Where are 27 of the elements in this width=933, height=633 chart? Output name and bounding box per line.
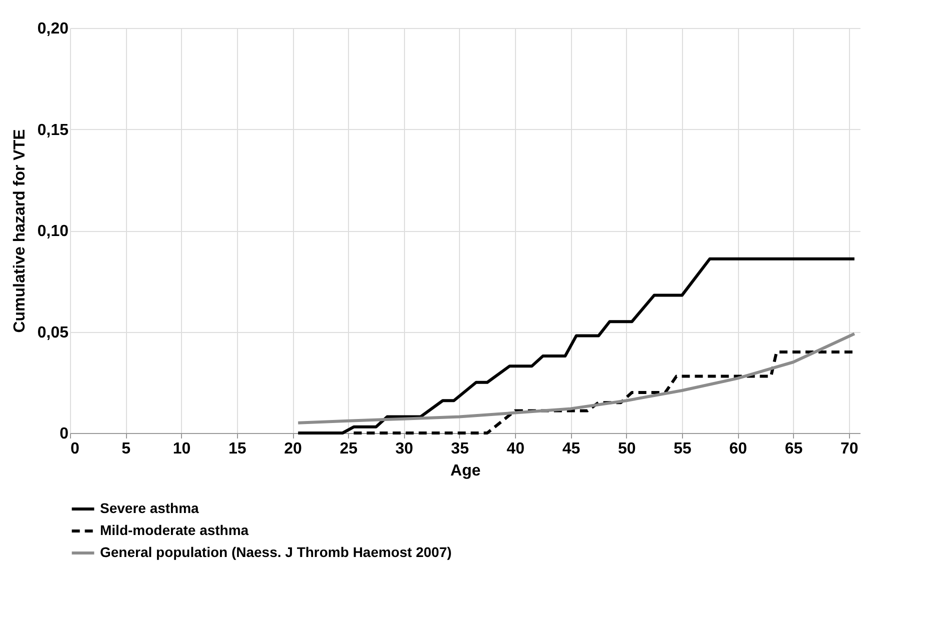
y-axis-title: Cumulative hazard for VTE xyxy=(11,128,28,333)
legend-label: General population (Naess. J Thromb Haemost 2007) xyxy=(100,544,452,560)
x-tick-label: 60 xyxy=(729,440,748,458)
x-tick-label: 55 xyxy=(674,440,692,458)
y-tick-label: 0 xyxy=(60,426,69,442)
x-axis-title: Age xyxy=(450,462,481,480)
line-series xyxy=(296,257,856,434)
y-tick-label: 0,20 xyxy=(37,20,69,38)
legend-label: Severe asthma xyxy=(100,500,200,516)
x-tick-label: 30 xyxy=(395,440,414,458)
legend-label: Mild-moderate asthma xyxy=(100,522,249,538)
x-tick-label: 10 xyxy=(172,440,191,458)
x-tick-label: 5 xyxy=(122,440,131,458)
y-tick-label: 0,15 xyxy=(37,122,69,139)
x-tick-label: 45 xyxy=(562,440,580,458)
y-tick-label: 0,10 xyxy=(37,223,69,240)
x-tick-label: 0 xyxy=(70,440,80,458)
x-tick-label: 50 xyxy=(618,440,636,458)
x-tick-label: 35 xyxy=(451,440,469,458)
x-tick-label: 40 xyxy=(506,440,525,458)
y-tick-label: 0,05 xyxy=(37,324,69,342)
x-tick-label: 70 xyxy=(840,440,858,458)
x-tick-label: 15 xyxy=(228,440,246,458)
x-tick-label: 25 xyxy=(340,440,358,458)
x-tick-label: 20 xyxy=(284,440,302,458)
line-series xyxy=(296,332,856,424)
x-tick-label: 65 xyxy=(784,440,803,458)
